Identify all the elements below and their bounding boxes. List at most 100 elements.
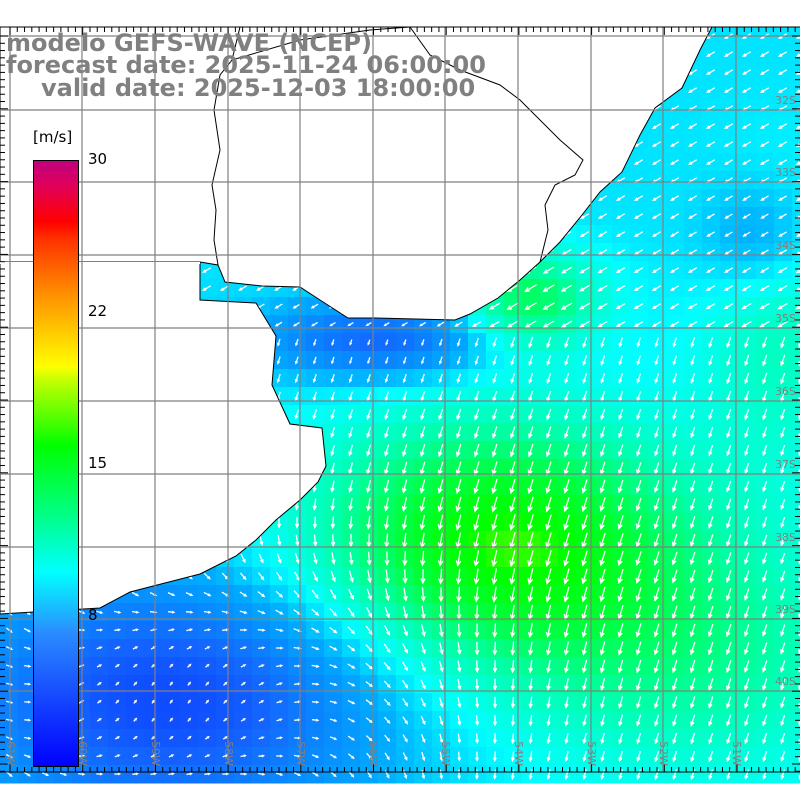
wind-arrow	[330, 444, 336, 457]
wind-arrow	[581, 550, 588, 567]
wind-arrow	[760, 213, 769, 219]
wind-arrow	[780, 426, 786, 439]
wind-arrow	[777, 123, 788, 130]
wind-arrow	[706, 159, 716, 165]
wind-arrow	[708, 498, 714, 511]
wind-arrow	[777, 159, 788, 165]
wind-arrow	[401, 479, 408, 494]
wind-arrow	[636, 696, 642, 709]
wind-arrow	[185, 610, 194, 614]
wind-arrow	[633, 321, 644, 328]
wind-arrow	[618, 355, 624, 366]
wind-arrow	[780, 660, 786, 673]
wind-arrow	[96, 664, 103, 668]
wind-arrow	[671, 678, 678, 692]
wind-arrow	[439, 715, 444, 726]
wind-cell	[792, 225, 800, 244]
wind-arrow	[330, 534, 336, 548]
wind-arrow	[690, 409, 696, 421]
wind-arrow	[618, 337, 624, 348]
forecast-date: forecast date: 2025-11-24 06:00:00	[6, 51, 486, 79]
wind-cell	[792, 459, 800, 478]
wind-arrow	[762, 552, 768, 565]
wind-arrow	[708, 769, 714, 781]
wind-arrow	[489, 320, 500, 328]
wind-arrow	[546, 426, 552, 439]
wind-arrow	[563, 479, 570, 495]
wind-arrow	[510, 336, 516, 349]
wind-arrow	[347, 663, 356, 669]
colorbar-tick-15: 15	[88, 454, 108, 472]
wind-arrow	[780, 732, 786, 745]
wind-arrow	[687, 303, 698, 310]
wind-arrow	[24, 700, 32, 704]
wind-arrow	[348, 391, 354, 402]
wind-arrow	[491, 443, 498, 458]
wind-arrow	[600, 373, 606, 384]
wind-arrow	[672, 355, 678, 366]
wind-arrow	[546, 678, 551, 692]
wind-arrow	[384, 426, 390, 439]
wind-arrow	[708, 373, 714, 385]
wind-arrow	[402, 569, 408, 585]
wind-arrow	[581, 497, 588, 513]
wind-cell	[792, 351, 800, 370]
wind-arrow	[600, 714, 606, 727]
wind-arrow	[706, 87, 716, 93]
wind-cell	[792, 729, 800, 748]
wind-arrow	[329, 718, 338, 722]
wind-arrow	[795, 269, 800, 274]
wind-arrow	[780, 696, 786, 709]
wind-arrow	[330, 480, 335, 493]
wind-arrow	[708, 426, 714, 439]
wind-arrow	[5, 771, 13, 778]
wind-arrow	[365, 625, 373, 636]
wind-arrow	[600, 769, 605, 781]
wind-cell	[792, 153, 800, 172]
wind-arrow	[132, 663, 138, 668]
wind-arrow	[636, 373, 642, 384]
wind-arrow	[509, 550, 516, 568]
wind-arrow	[329, 321, 336, 327]
wind-arrow	[741, 123, 752, 129]
wind-arrow	[329, 682, 338, 686]
wind-arrow	[114, 772, 122, 776]
wind-arrow	[726, 444, 732, 457]
wind-arrow	[705, 141, 716, 147]
wind-arrow	[438, 624, 444, 638]
wind-arrow	[419, 550, 426, 567]
wind-arrow	[276, 571, 283, 581]
wind-arrow	[705, 69, 716, 75]
wind-arrow	[41, 772, 50, 776]
wind-arrow	[582, 355, 588, 367]
lon-label: 52W	[657, 741, 670, 766]
wind-arrow	[510, 733, 515, 745]
wind-arrow	[780, 751, 786, 763]
wind-arrow	[132, 646, 139, 650]
wind-arrow	[636, 444, 642, 457]
wind-arrow	[473, 568, 480, 585]
wind-arrow	[633, 267, 644, 274]
wind-arrow	[168, 772, 175, 776]
wind-arrow	[723, 51, 734, 57]
wind-arrow	[492, 623, 498, 639]
wind-arrow	[564, 659, 569, 674]
land-mask	[0, 262, 200, 264]
wind-arrow	[762, 606, 768, 619]
wind-arrow	[492, 337, 498, 348]
lon-label: 53W	[585, 741, 598, 766]
wind-arrow	[455, 550, 462, 568]
wind-arrow	[671, 533, 678, 548]
wind-cell	[792, 621, 800, 640]
wind-arrow	[707, 552, 714, 566]
wind-arrow	[330, 427, 336, 439]
wind-arrow	[506, 302, 519, 310]
wind-arrow	[329, 589, 337, 600]
wind-arrow	[383, 662, 391, 671]
wind-arrow	[420, 605, 426, 620]
wind-arrow	[780, 516, 786, 529]
wind-arrow	[509, 514, 516, 531]
wind-arrow	[168, 646, 175, 650]
wind-arrow	[560, 320, 573, 328]
wind-arrow	[311, 736, 320, 740]
